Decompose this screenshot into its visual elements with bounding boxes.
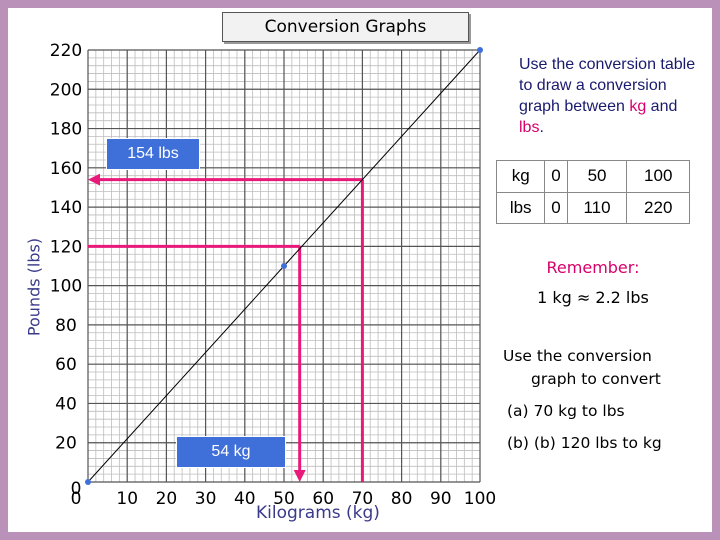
instructions-suffix: . xyxy=(539,119,544,136)
x-tick-label: 90 xyxy=(430,489,452,509)
table-cell: 0 xyxy=(544,191,568,224)
y-tick-label: 140 xyxy=(50,198,82,218)
x-tick-label: 70 xyxy=(352,489,374,509)
grid-minor-lines xyxy=(87,49,481,483)
table-unit-cell: lbs xyxy=(495,191,546,224)
task-box: Use the conversion graph to convert (a) … xyxy=(497,340,689,462)
table-row: kg 0 50 100 xyxy=(495,160,690,193)
frame-bottom-border xyxy=(0,532,720,540)
y-tick-label: 40 xyxy=(55,394,77,414)
frame-top-border xyxy=(0,0,720,8)
table-cell: 0 xyxy=(544,160,568,193)
y-tick-label: 80 xyxy=(55,316,77,336)
table-unit-cell: kg xyxy=(495,160,546,193)
table-cell: 100 xyxy=(626,160,690,193)
tick-labels: 0 10 20 30 40 50 60 70 80 90 100 0 20 40 60 80 100 120 140… xyxy=(50,41,496,509)
instructions-lbs: lbs xyxy=(519,119,540,136)
guide-arrowhead xyxy=(293,470,306,482)
task-item-b: (b) (b) 120 lbs to kg xyxy=(507,434,662,452)
remember-heading: Remember: xyxy=(546,258,640,277)
answer-label-lbs: 154 lbs xyxy=(106,138,200,170)
task-item-a: (a) 70 kg to lbs xyxy=(507,402,625,420)
x-tick-label: 60 xyxy=(312,489,334,509)
data-point xyxy=(477,47,483,53)
y-tick-label: 160 xyxy=(50,159,82,179)
data-point xyxy=(85,479,91,485)
x-tick-label: 40 xyxy=(234,489,256,509)
remember-box: Remember: 1 kg ≈ 2.2 lbs xyxy=(497,248,689,322)
y-tick-label: 60 xyxy=(55,355,77,375)
table-cell: 220 xyxy=(626,191,690,224)
frame-left-border xyxy=(0,0,8,540)
answer-label-kg: 54 kg xyxy=(176,436,286,468)
table-cell: 50 xyxy=(566,160,628,193)
y-tick-label: 180 xyxy=(50,120,82,140)
y-axis-title: Pounds (lbs) xyxy=(24,237,44,337)
instructions-text: Use the conversion table to draw a conve… xyxy=(519,54,699,138)
guide-arrowhead xyxy=(88,173,100,186)
frame-right-border xyxy=(712,0,720,540)
instructions-prefix: Use the conversion table to draw a conve… xyxy=(519,56,696,115)
task-line-1: Use the conversion xyxy=(503,347,652,365)
y-tick-label: 0 xyxy=(71,479,82,499)
y-tick-label: 200 xyxy=(50,80,82,100)
reading-guides xyxy=(88,173,364,482)
x-tick-label: 50 xyxy=(273,489,295,509)
conversion-table: kg 0 50 100 lbs 0 110 220 xyxy=(495,160,690,224)
instructions-kg: kg xyxy=(629,98,647,115)
x-tick-label: 30 xyxy=(195,489,217,509)
chart-title: Conversion Graphs xyxy=(222,12,469,42)
instructions-and: and xyxy=(646,98,678,115)
y-tick-label: 20 xyxy=(55,434,77,454)
y-tick-label: 120 xyxy=(50,237,82,257)
x-tick-label: 80 xyxy=(391,489,413,509)
x-tick-label: 10 xyxy=(116,489,138,509)
table-cell: 110 xyxy=(566,191,628,224)
task-line-2: graph to convert xyxy=(531,370,661,388)
x-tick-label: 0 xyxy=(71,489,82,509)
table-row: lbs 0 110 220 xyxy=(495,191,690,224)
x-tick-label: 20 xyxy=(156,489,178,509)
remember-fact: 1 kg ≈ 2.2 lbs xyxy=(537,288,649,307)
x-axis-title: Kilograms (kg) xyxy=(256,503,380,523)
y-tick-label: 100 xyxy=(50,277,82,297)
x-tick-label: 100 xyxy=(464,489,496,509)
data-point xyxy=(281,263,287,269)
y-tick-label: 220 xyxy=(50,41,82,61)
series-layer xyxy=(85,47,483,485)
